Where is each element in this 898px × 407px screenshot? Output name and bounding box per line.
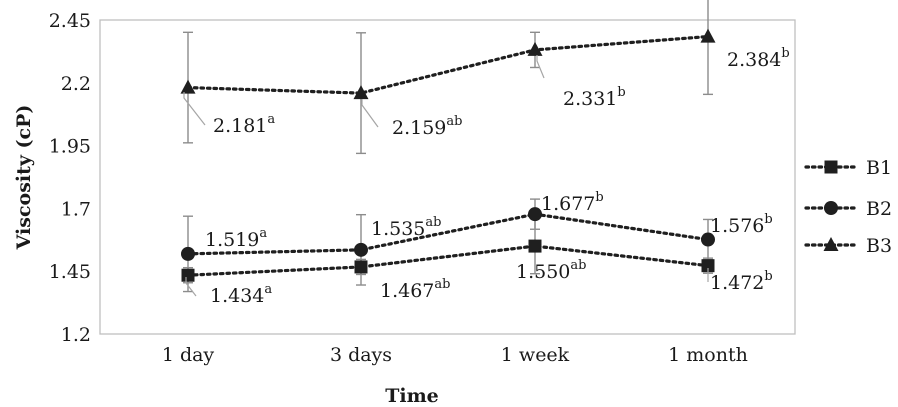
y-axis-title: Viscosity (cP) [13,105,35,251]
data-label-b1: 1.434a [210,282,272,307]
leader-line [361,99,379,128]
y-axis-ticks: 1.2 1.45 1.7 1.95 2.2 2.45 [49,10,91,346]
legend-label-b2: B2 [866,198,892,220]
leader-line [183,92,206,126]
legend-label-b3: B3 [866,235,892,257]
marker-b1 [354,260,368,274]
marker-b3 [700,28,716,43]
series-line-b3 [186,34,710,95]
data-label-b2: 1.519a [205,226,267,251]
plot-border [99,19,796,335]
marker-b2 [354,242,368,257]
marker-b1 [181,268,195,282]
series-markers [180,28,716,282]
marker-b1 [701,259,715,273]
x-tick-label: 3 days [330,344,392,366]
data-label-b1: 1.472b [710,269,773,294]
y-tick-label: 1.95 [49,136,91,158]
leader-line [185,277,197,297]
series-line-b1 [186,244,710,277]
y-tick-label: 2.2 [61,73,91,95]
data-label-b2: 1.677b [541,190,604,215]
legend: B1 B2 B3 [804,157,892,257]
marker-b2 [181,246,195,261]
y-tick-label: 1.45 [49,261,91,283]
leader-line [536,55,545,79]
data-label-b3: 2.331b [563,85,626,110]
plot-area [99,19,796,335]
marker-b3 [353,85,369,100]
x-tick-label: 1 month [668,344,748,366]
legend-marker-b2 [824,201,838,215]
legend-marker-b3 [823,237,839,251]
data-label-b3: 2.159ab [392,114,462,139]
data-label-b1: 1.467ab [380,277,450,302]
marker-b1 [528,239,542,253]
y-tick-label: 1.2 [61,324,91,346]
label-leader-lines [183,55,709,297]
marker-b2 [528,207,542,222]
series-line-b2 [186,212,710,256]
y-tick-label: 2.45 [49,10,91,32]
x-axis-ticks: 1 day 3 days 1 week 1 month [162,344,748,366]
data-label-b3: 2.384b [727,46,790,71]
series-lines [186,34,710,277]
x-tick-label: 1 day [162,344,215,366]
x-axis-title: Time [385,385,439,407]
marker-b3 [527,41,543,56]
legend-label-b1: B1 [866,157,892,179]
marker-b2 [701,232,715,247]
legend-marker-b1 [824,160,838,174]
y-tick-label: 1.7 [61,198,91,220]
x-tick-label: 1 week [501,344,570,366]
data-label-b1: 1.550ab [516,258,586,283]
data-label-b2: 1.576b [710,212,773,237]
data-label-b3: 2.181a [213,112,275,137]
marker-b3 [180,79,196,94]
